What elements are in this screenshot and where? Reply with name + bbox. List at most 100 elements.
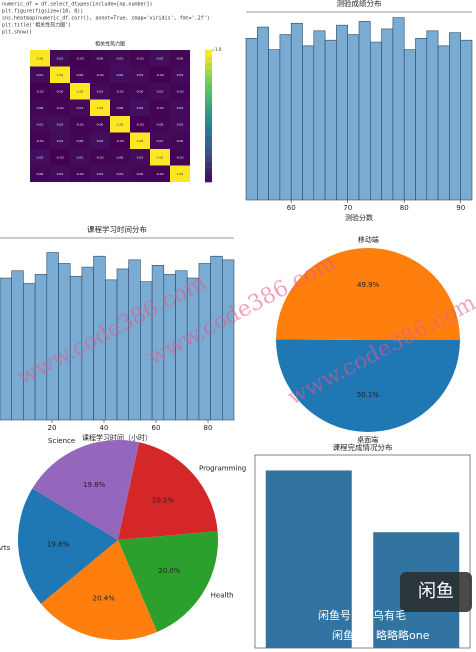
hist-bar bbox=[105, 279, 118, 421]
cell-label: 1.00 bbox=[37, 56, 44, 60]
hist-bar bbox=[245, 38, 258, 201]
heat-cell bbox=[130, 83, 150, 100]
colorbar-step bbox=[205, 56, 212, 64]
hist-bar bbox=[392, 17, 405, 201]
heat-cell bbox=[150, 99, 170, 116]
heat-cell bbox=[150, 66, 170, 83]
code-line: plt.figure(figsize=(10, 8)) bbox=[2, 9, 83, 15]
cell-label: 0.00 bbox=[157, 122, 164, 126]
pie-value-label: 19.8% bbox=[83, 481, 106, 489]
footer-text: 闲鱼号：略略略one bbox=[332, 628, 430, 642]
colorbar-step bbox=[205, 135, 212, 143]
x-axis-label: 课程学习时间（小时） bbox=[82, 433, 152, 442]
cell-label: 0.01 bbox=[157, 139, 164, 143]
pie-value-label: 50.1% bbox=[357, 391, 380, 399]
heat-cell bbox=[130, 99, 150, 116]
code-line: numeric_df = df.select_dtypes(include=[n… bbox=[2, 2, 153, 8]
cell-label: 1.00 bbox=[97, 106, 104, 110]
cell-label: 0.00 bbox=[37, 172, 44, 176]
colorbar-step bbox=[205, 102, 212, 110]
cell-label: 0.00 bbox=[57, 89, 64, 93]
hist-bar bbox=[437, 45, 450, 201]
cell-label: 0.00 bbox=[137, 172, 144, 176]
cell-label: 0.00 bbox=[97, 122, 104, 126]
pie-label: 桌面端 bbox=[357, 435, 378, 444]
pie-value-label: 20.2% bbox=[152, 496, 175, 504]
heat-cell bbox=[70, 116, 90, 133]
hist-bar bbox=[46, 252, 59, 421]
code-line: plt.show() bbox=[2, 30, 32, 36]
heat-cell bbox=[30, 165, 50, 182]
cell-label: 0.00 bbox=[177, 139, 184, 143]
heat-cell bbox=[110, 116, 130, 133]
heat-cell bbox=[50, 83, 70, 100]
cell-label: -0.01 bbox=[116, 89, 124, 93]
heat-cell bbox=[70, 50, 90, 67]
heat-cell bbox=[30, 149, 50, 166]
hist-bar bbox=[11, 270, 24, 421]
chart-title: 相关性热力图 bbox=[95, 41, 125, 48]
heat-cell bbox=[110, 149, 130, 166]
hist-bar bbox=[34, 274, 48, 421]
colorbar-step bbox=[205, 83, 212, 90]
hist-bar bbox=[268, 49, 281, 201]
heat-cell bbox=[90, 99, 110, 116]
cell-label: 0.01 bbox=[177, 122, 184, 126]
cell-label: -0.02 bbox=[136, 122, 144, 126]
colorbar-step bbox=[205, 168, 212, 176]
heat-cell bbox=[150, 116, 170, 133]
pie-slice bbox=[118, 442, 218, 540]
hist-bar bbox=[302, 45, 315, 201]
heat-cell bbox=[90, 50, 110, 67]
cell-label: 1.00 bbox=[177, 172, 184, 176]
cell-label: -0.01 bbox=[56, 106, 64, 110]
heat-cell bbox=[130, 116, 150, 133]
heat-cell bbox=[170, 149, 190, 166]
axes-frame bbox=[254, 454, 471, 649]
heat-cell bbox=[70, 165, 90, 182]
heat-cell bbox=[110, 83, 130, 100]
heat-cell bbox=[170, 83, 190, 100]
cell-label: 0.01 bbox=[117, 56, 124, 60]
cell-label: 0.01 bbox=[177, 73, 184, 77]
pie-value-label: 19.6% bbox=[47, 540, 70, 548]
heat-cell bbox=[170, 66, 190, 83]
hist-bar bbox=[336, 24, 348, 201]
heat-cell bbox=[30, 66, 50, 83]
badge-text: 闲鱼 bbox=[418, 581, 454, 602]
pie-slice bbox=[118, 531, 218, 633]
cell-label: -0.01 bbox=[36, 139, 44, 143]
pie-value-label: 49.9% bbox=[357, 281, 380, 289]
hist-bar bbox=[23, 283, 36, 421]
cell-label: 0.00 bbox=[97, 56, 104, 60]
pie-label: Health bbox=[211, 592, 234, 600]
cell-label: 0.01 bbox=[137, 73, 144, 77]
heat-cell bbox=[50, 165, 70, 182]
hist-bar bbox=[460, 39, 473, 201]
cell-label: 0.01 bbox=[97, 89, 104, 93]
colorbar-step bbox=[205, 89, 212, 97]
heat-cell bbox=[90, 165, 110, 182]
cell-label: 0.01 bbox=[157, 89, 164, 93]
x-tick-label: 20 bbox=[48, 424, 57, 432]
colorbar-step bbox=[205, 162, 212, 170]
heat-cell bbox=[70, 149, 90, 166]
heat-cell bbox=[50, 132, 70, 149]
x-tick-label: 60 bbox=[287, 204, 296, 212]
x-tick-label: 40 bbox=[100, 424, 109, 432]
heat-cell bbox=[130, 165, 150, 182]
heat-cell bbox=[50, 116, 70, 133]
hist-bar bbox=[222, 259, 235, 421]
heat-cell bbox=[30, 132, 50, 149]
colorbar-step bbox=[205, 175, 212, 183]
cell-label: 0.01 bbox=[37, 73, 44, 77]
cell-label: 0.01 bbox=[37, 122, 44, 126]
heat-cell bbox=[70, 66, 90, 83]
cell-label: 0.00 bbox=[77, 139, 84, 143]
pie-label: Science bbox=[48, 437, 75, 445]
heat-cell bbox=[130, 50, 150, 67]
colorbar-step bbox=[205, 63, 212, 71]
cell-label: 0.02 bbox=[37, 155, 44, 159]
pie-value-label: 20.4% bbox=[93, 594, 116, 602]
